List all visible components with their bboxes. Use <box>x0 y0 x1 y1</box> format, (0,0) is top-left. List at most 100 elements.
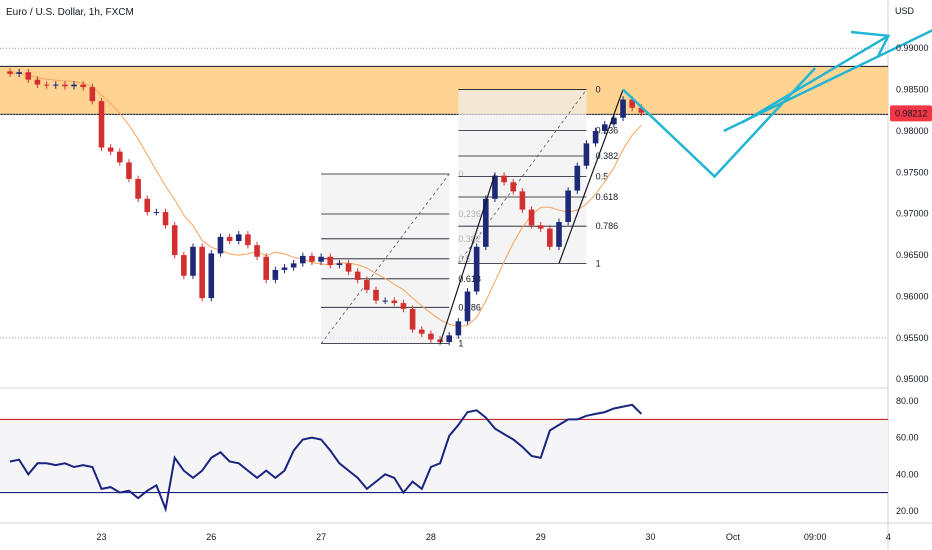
price-tick-label: 0.95000 <box>896 374 929 384</box>
candle-body <box>135 178 141 199</box>
time-tick-label: 26 <box>206 532 216 542</box>
candle-body <box>62 84 68 87</box>
time-tick-label: 27 <box>316 532 326 542</box>
candle-body <box>601 124 608 131</box>
candle-body <box>455 321 462 336</box>
fib-level-label: 0.382 <box>596 151 619 161</box>
candle-body <box>52 84 59 86</box>
candle-body <box>107 147 114 152</box>
projection-arrow <box>723 29 932 133</box>
candle-body <box>345 263 352 272</box>
projection-arrowhead <box>850 30 891 59</box>
price-tick-label: 0.98000 <box>896 126 929 136</box>
fib-level-label: 1 <box>596 258 601 268</box>
time-tick-label: 30 <box>645 532 655 542</box>
projection-arrow <box>741 34 890 124</box>
currency-label: USD <box>895 6 915 16</box>
candle-body <box>620 99 626 118</box>
candle-body <box>226 236 233 242</box>
candle-body <box>98 101 105 148</box>
candle-body <box>89 87 96 102</box>
rsi-tick-label: 80.00 <box>896 396 919 406</box>
time-tick-label: 4 <box>886 532 891 542</box>
rsi-tick-label: 60.00 <box>896 433 919 443</box>
candle-body <box>354 271 361 280</box>
time-tick-label: 29 <box>536 532 546 542</box>
candle-body <box>80 84 86 88</box>
candle-body <box>162 212 169 226</box>
candle-body <box>391 300 398 304</box>
price-tick-label: 0.97500 <box>896 167 929 177</box>
candle-body <box>583 143 590 166</box>
resistance-zone <box>0 66 888 115</box>
candle-body <box>364 279 370 290</box>
candle-body <box>318 256 324 262</box>
candle-body <box>528 209 535 226</box>
price-tick-label: 0.95500 <box>896 333 929 343</box>
candle-body <box>217 236 224 254</box>
fib-level-label: 0.618 <box>596 192 619 202</box>
candle-body <box>71 84 77 87</box>
candle-body <box>16 72 22 74</box>
candle-body <box>327 256 334 266</box>
candle-body <box>592 130 599 144</box>
impulse-line <box>558 89 624 264</box>
candle-body <box>428 333 434 340</box>
moving-average-line <box>9 72 642 328</box>
chart-title: Euro / U.S. Dollar, 1h, FXCM <box>6 7 134 18</box>
candle-body <box>556 221 562 247</box>
rsi-band <box>0 419 888 493</box>
candle-body <box>336 263 343 266</box>
candle-body <box>290 263 297 268</box>
time-tick-label: 23 <box>96 532 106 542</box>
price-tick-label: 0.98500 <box>896 85 929 95</box>
candle-body <box>418 329 425 334</box>
price-tick-label: 0.96500 <box>896 250 929 260</box>
candle-body <box>492 175 498 199</box>
fib-level-label: 0.618 <box>458 274 481 284</box>
candle-body <box>199 246 205 299</box>
candle-body <box>254 245 260 257</box>
candle-body <box>208 253 215 299</box>
candle-body <box>171 225 178 256</box>
candle-body <box>263 256 269 280</box>
candle-body <box>638 107 645 113</box>
candle-body <box>611 117 617 125</box>
candle-body <box>181 255 187 276</box>
candle-body <box>153 212 160 214</box>
rsi-line <box>9 403 643 513</box>
rsi-tick-label: 40.00 <box>896 469 919 479</box>
candle-body <box>117 151 123 163</box>
time-tick-label: 28 <box>426 532 436 542</box>
candle-body <box>547 228 553 247</box>
impulse-line <box>439 173 496 344</box>
price-tick-label: 0.96000 <box>896 291 929 301</box>
price-tick-label: 0.99000 <box>896 43 929 53</box>
candle-body <box>373 289 379 301</box>
candle-body <box>309 255 315 262</box>
fib-level-label: 0.5 <box>596 171 609 181</box>
candle-body <box>409 308 416 330</box>
fib-level-label: 1 <box>458 339 463 349</box>
current-price-tag <box>890 105 932 122</box>
candle-body <box>629 99 635 108</box>
candle-body <box>400 303 407 309</box>
candle-body <box>519 191 526 210</box>
candle-body <box>272 269 279 280</box>
candle-body <box>190 246 196 276</box>
candle-body <box>7 71 13 74</box>
time-tick-label: Oct <box>726 532 741 542</box>
rsi-tick-label: 20.00 <box>896 506 919 516</box>
candle-body <box>501 175 507 183</box>
candle-body <box>446 335 452 342</box>
candle-body <box>473 246 480 292</box>
candle-body <box>144 198 151 213</box>
candle-body <box>126 162 132 179</box>
candle-body <box>43 84 50 86</box>
fib-level-label: 0.786 <box>596 221 619 231</box>
candle-body <box>437 339 443 342</box>
price-tick-label: 0.97000 <box>896 209 929 219</box>
fib-level-label: 0 <box>596 85 601 95</box>
candle-body <box>34 79 41 85</box>
